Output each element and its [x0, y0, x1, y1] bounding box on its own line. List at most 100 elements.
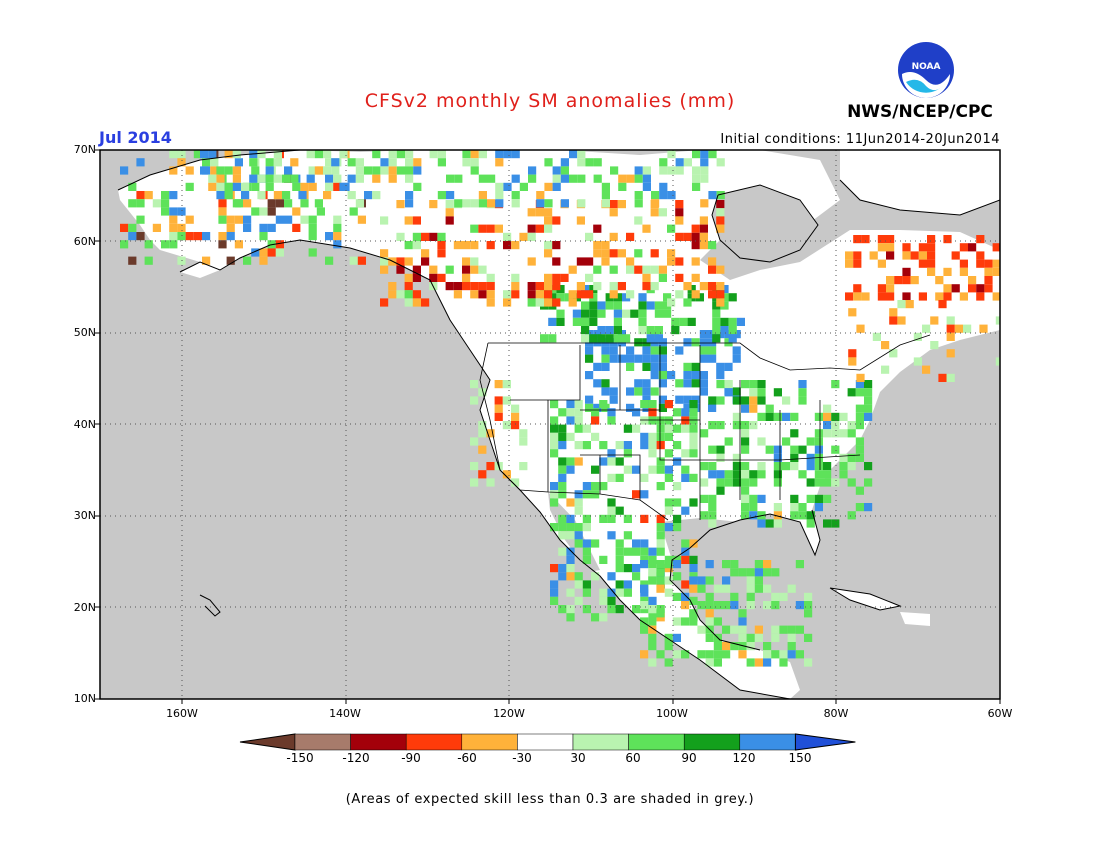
anomaly-cell-green: [316, 207, 325, 216]
anomaly-cell-orange: [544, 182, 553, 191]
anomaly-cell-lightgreen: [763, 584, 772, 593]
anomaly-cell-lightgreen: [511, 199, 520, 208]
anomaly-cell-lightgreen: [591, 432, 600, 441]
anomaly-cell-orange: [617, 200, 626, 209]
anomaly-cell-red: [576, 290, 585, 299]
anomaly-cell-green: [795, 625, 804, 634]
anomaly-cell-lightgreen: [380, 216, 389, 225]
anomaly-cell-orange: [218, 232, 227, 241]
anomaly-cell-blue: [528, 166, 537, 175]
anomaly-cell-blue: [728, 334, 737, 343]
anomaly-cell-blue: [683, 395, 692, 404]
anomaly-cell-green: [656, 605, 665, 614]
anomaly-cell-lightgreen: [349, 256, 358, 265]
anomaly-cell-orange: [462, 241, 471, 250]
anomaly-cell-orange: [642, 224, 651, 233]
anomaly-cell-blue: [169, 191, 178, 200]
anomaly-cell-lightgreen: [273, 158, 282, 167]
anomaly-cell-red: [984, 276, 993, 285]
anomaly-cell-red: [951, 251, 960, 260]
anomaly-cell-darkgreen: [757, 380, 766, 389]
colorbar-swatch: [405, 733, 463, 751]
anomaly-cell-lightgreen: [995, 316, 1000, 325]
anomaly-cell-orange: [738, 650, 747, 659]
anomaly-cell-lightgreen: [804, 658, 813, 667]
lat-label-20n: 20N: [73, 601, 96, 614]
anomaly-cell-darkgreen: [613, 326, 622, 335]
anomaly-cell-green: [216, 166, 225, 175]
anomaly-cell-lightgreen: [683, 158, 692, 167]
anomaly-cell-green: [349, 207, 358, 216]
colorbar-label: -150: [286, 751, 314, 765]
anomaly-cell-lightgreen: [470, 257, 479, 266]
anomaly-cell-orange: [494, 380, 503, 389]
anomaly-cell-lightgreen: [544, 224, 553, 233]
anomaly-cell-blue: [569, 150, 578, 159]
anomaly-cell-orange: [388, 290, 397, 299]
anomaly-cell-blue: [566, 514, 575, 523]
anomaly-cell-blue: [699, 387, 708, 396]
anomaly-cell-green: [716, 380, 725, 389]
anomaly-cell-orange: [910, 276, 919, 285]
anomaly-cell-green: [673, 441, 682, 450]
anomaly-cell-blue: [259, 223, 268, 232]
anomaly-cell-green: [593, 174, 602, 183]
anomaly-cell-orange: [292, 207, 301, 216]
anomaly-cell-blue: [550, 588, 559, 597]
anomaly-cell-green: [648, 642, 657, 651]
anomaly-cell-lightgreen: [648, 449, 657, 458]
anomaly-cell-darkgreen: [689, 400, 698, 409]
anomaly-cell-red: [861, 235, 870, 244]
colorbar-arrow-low: [239, 733, 296, 751]
anomaly-cell-lightgreen: [773, 503, 782, 512]
anomaly-cell-blue: [632, 539, 641, 548]
anomaly-cell-green: [663, 293, 672, 302]
anomaly-cell-green: [540, 334, 549, 343]
anomaly-cell-green: [487, 174, 496, 183]
anomaly-cell-blue: [446, 191, 455, 200]
anomaly-cell-green: [656, 609, 665, 618]
anomaly-cell-blue: [552, 166, 561, 175]
anomaly-cell-orange: [650, 208, 659, 217]
anomaly-cell-orange: [749, 404, 758, 413]
anomaly-cell-orange: [935, 292, 944, 301]
anomaly-cell-blue: [708, 191, 717, 200]
anomaly-cell-green: [249, 158, 258, 167]
anomaly-cell-green: [626, 362, 635, 371]
anomaly-cell-blue: [623, 580, 632, 589]
anomaly-cell-lightgreen: [640, 601, 649, 610]
anomaly-cell-blue: [232, 182, 241, 191]
anomaly-cell-green: [708, 462, 717, 471]
anomaly-cell-green: [656, 568, 665, 577]
anomaly-cell-green: [664, 658, 673, 667]
anomaly-cell-lightgreen: [692, 174, 701, 183]
forecast-month: Jul 2014: [99, 128, 172, 147]
anomaly-cell-darkgreen: [589, 309, 598, 318]
anomaly-cell-green: [556, 309, 565, 318]
anomaly-cell-green: [730, 560, 739, 569]
anomaly-cell-red: [560, 273, 569, 282]
land-masses: [118, 150, 1000, 699]
anomaly-cell-orange: [185, 215, 194, 224]
anomaly-cell-red: [716, 290, 725, 299]
anomaly-cell-red: [976, 292, 985, 301]
anomaly-cell-red: [675, 273, 684, 282]
anomaly-cell-lightgreen: [913, 357, 922, 366]
anomaly-cell-green: [689, 416, 698, 425]
anomaly-cell-orange: [494, 404, 503, 413]
anomaly-cell-blue: [658, 395, 667, 404]
anomaly-cell-green: [615, 564, 624, 573]
anomaly-cell-darkgreen: [732, 387, 741, 396]
anomaly-cell-red: [494, 412, 503, 421]
anomaly-cell-red: [642, 282, 651, 291]
anomaly-cell-blue: [730, 601, 739, 610]
anomaly-cell-orange: [535, 208, 544, 217]
anomaly-cell-green: [689, 609, 698, 618]
anomaly-cell-darkgreen: [601, 379, 610, 388]
anomaly-cell-orange: [689, 539, 698, 548]
anomaly-cell-red: [918, 243, 927, 252]
anomaly-cell-lightgreen: [577, 150, 586, 159]
anomaly-cell-green: [613, 301, 622, 310]
anomaly-cell-green: [790, 445, 799, 454]
colorbar-label: -60: [457, 751, 477, 765]
